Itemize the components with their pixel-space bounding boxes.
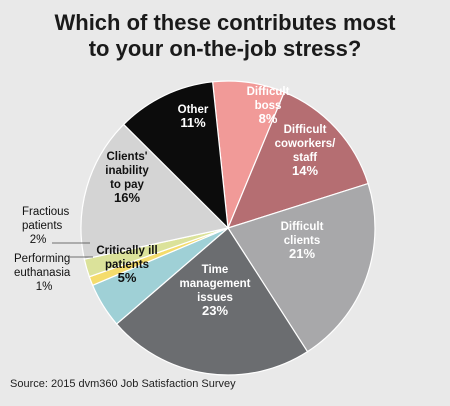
pie-slice-time-management-issues [115, 227, 309, 376]
slice-value-label-difficult-clients: 21% [289, 246, 315, 261]
slice-label-critically-ill-patients: Critically ill [96, 245, 157, 257]
slice-label-clients-inability-to-pay: inability [105, 165, 149, 177]
slice-value-label-clients-inability-to-pay: 16% [114, 190, 140, 205]
slice-label-fractious-patients: Fractious [22, 206, 70, 218]
slice-value-label-difficult-coworkers-staff: 14% [292, 163, 318, 178]
slice-label-time-management-issues: management [180, 278, 251, 290]
slice-value-label-performing-euthanasia: 1% [36, 281, 53, 293]
slice-label-difficult-coworkers-staff: staff [293, 152, 317, 164]
pie-slice-difficult-clients [227, 182, 376, 353]
slice-label-difficult-boss: boss [255, 100, 282, 112]
pie-slice-clients-inability-to-pay [80, 123, 230, 260]
pie-slice-other [122, 81, 229, 230]
slice-value-label-time-management-issues: 23% [202, 303, 228, 318]
slice-label-clients-inability-to-pay: Clients' [106, 151, 147, 163]
slice-label-difficult-clients: clients [284, 235, 320, 247]
slice-value-label-difficult-boss: 8% [259, 111, 278, 126]
slice-label-critically-ill-patients: patients [105, 259, 149, 271]
slice-label-time-management-issues: issues [197, 292, 233, 304]
slice-label-clients-inability-to-pay: to pay [110, 179, 144, 191]
slice-label-difficult-coworkers-staff: Difficult [284, 124, 327, 136]
title-line-1: Which of these contributes most [54, 10, 396, 35]
slice-label-difficult-coworkers-staff: coworkers/ [275, 138, 337, 150]
slice-value-label-critically-ill-patients: 5% [118, 270, 137, 285]
slice-label-difficult-boss: Difficult [247, 86, 290, 98]
source-note: Source: 2015 dvm360 Job Satisfaction Sur… [10, 378, 236, 390]
slice-label-other: Other [178, 104, 209, 116]
slice-label-time-management-issues: Time [202, 264, 229, 276]
slice-label-performing-euthanasia: euthanasia [14, 267, 71, 279]
title-line-2: to your on-the-job stress? [88, 36, 362, 61]
chart-title: Which of these contributes most to your … [0, 10, 450, 62]
slice-value-label-fractious-patients: 2% [30, 234, 47, 246]
slice-value-label-other: 11% [180, 115, 206, 130]
slice-label-performing-euthanasia: Performing [14, 253, 70, 265]
slice-label-fractious-patients: patients [22, 220, 63, 232]
slice-label-difficult-clients: Difficult [281, 221, 324, 233]
pie-slice-difficult-coworkers-staff [226, 91, 369, 229]
